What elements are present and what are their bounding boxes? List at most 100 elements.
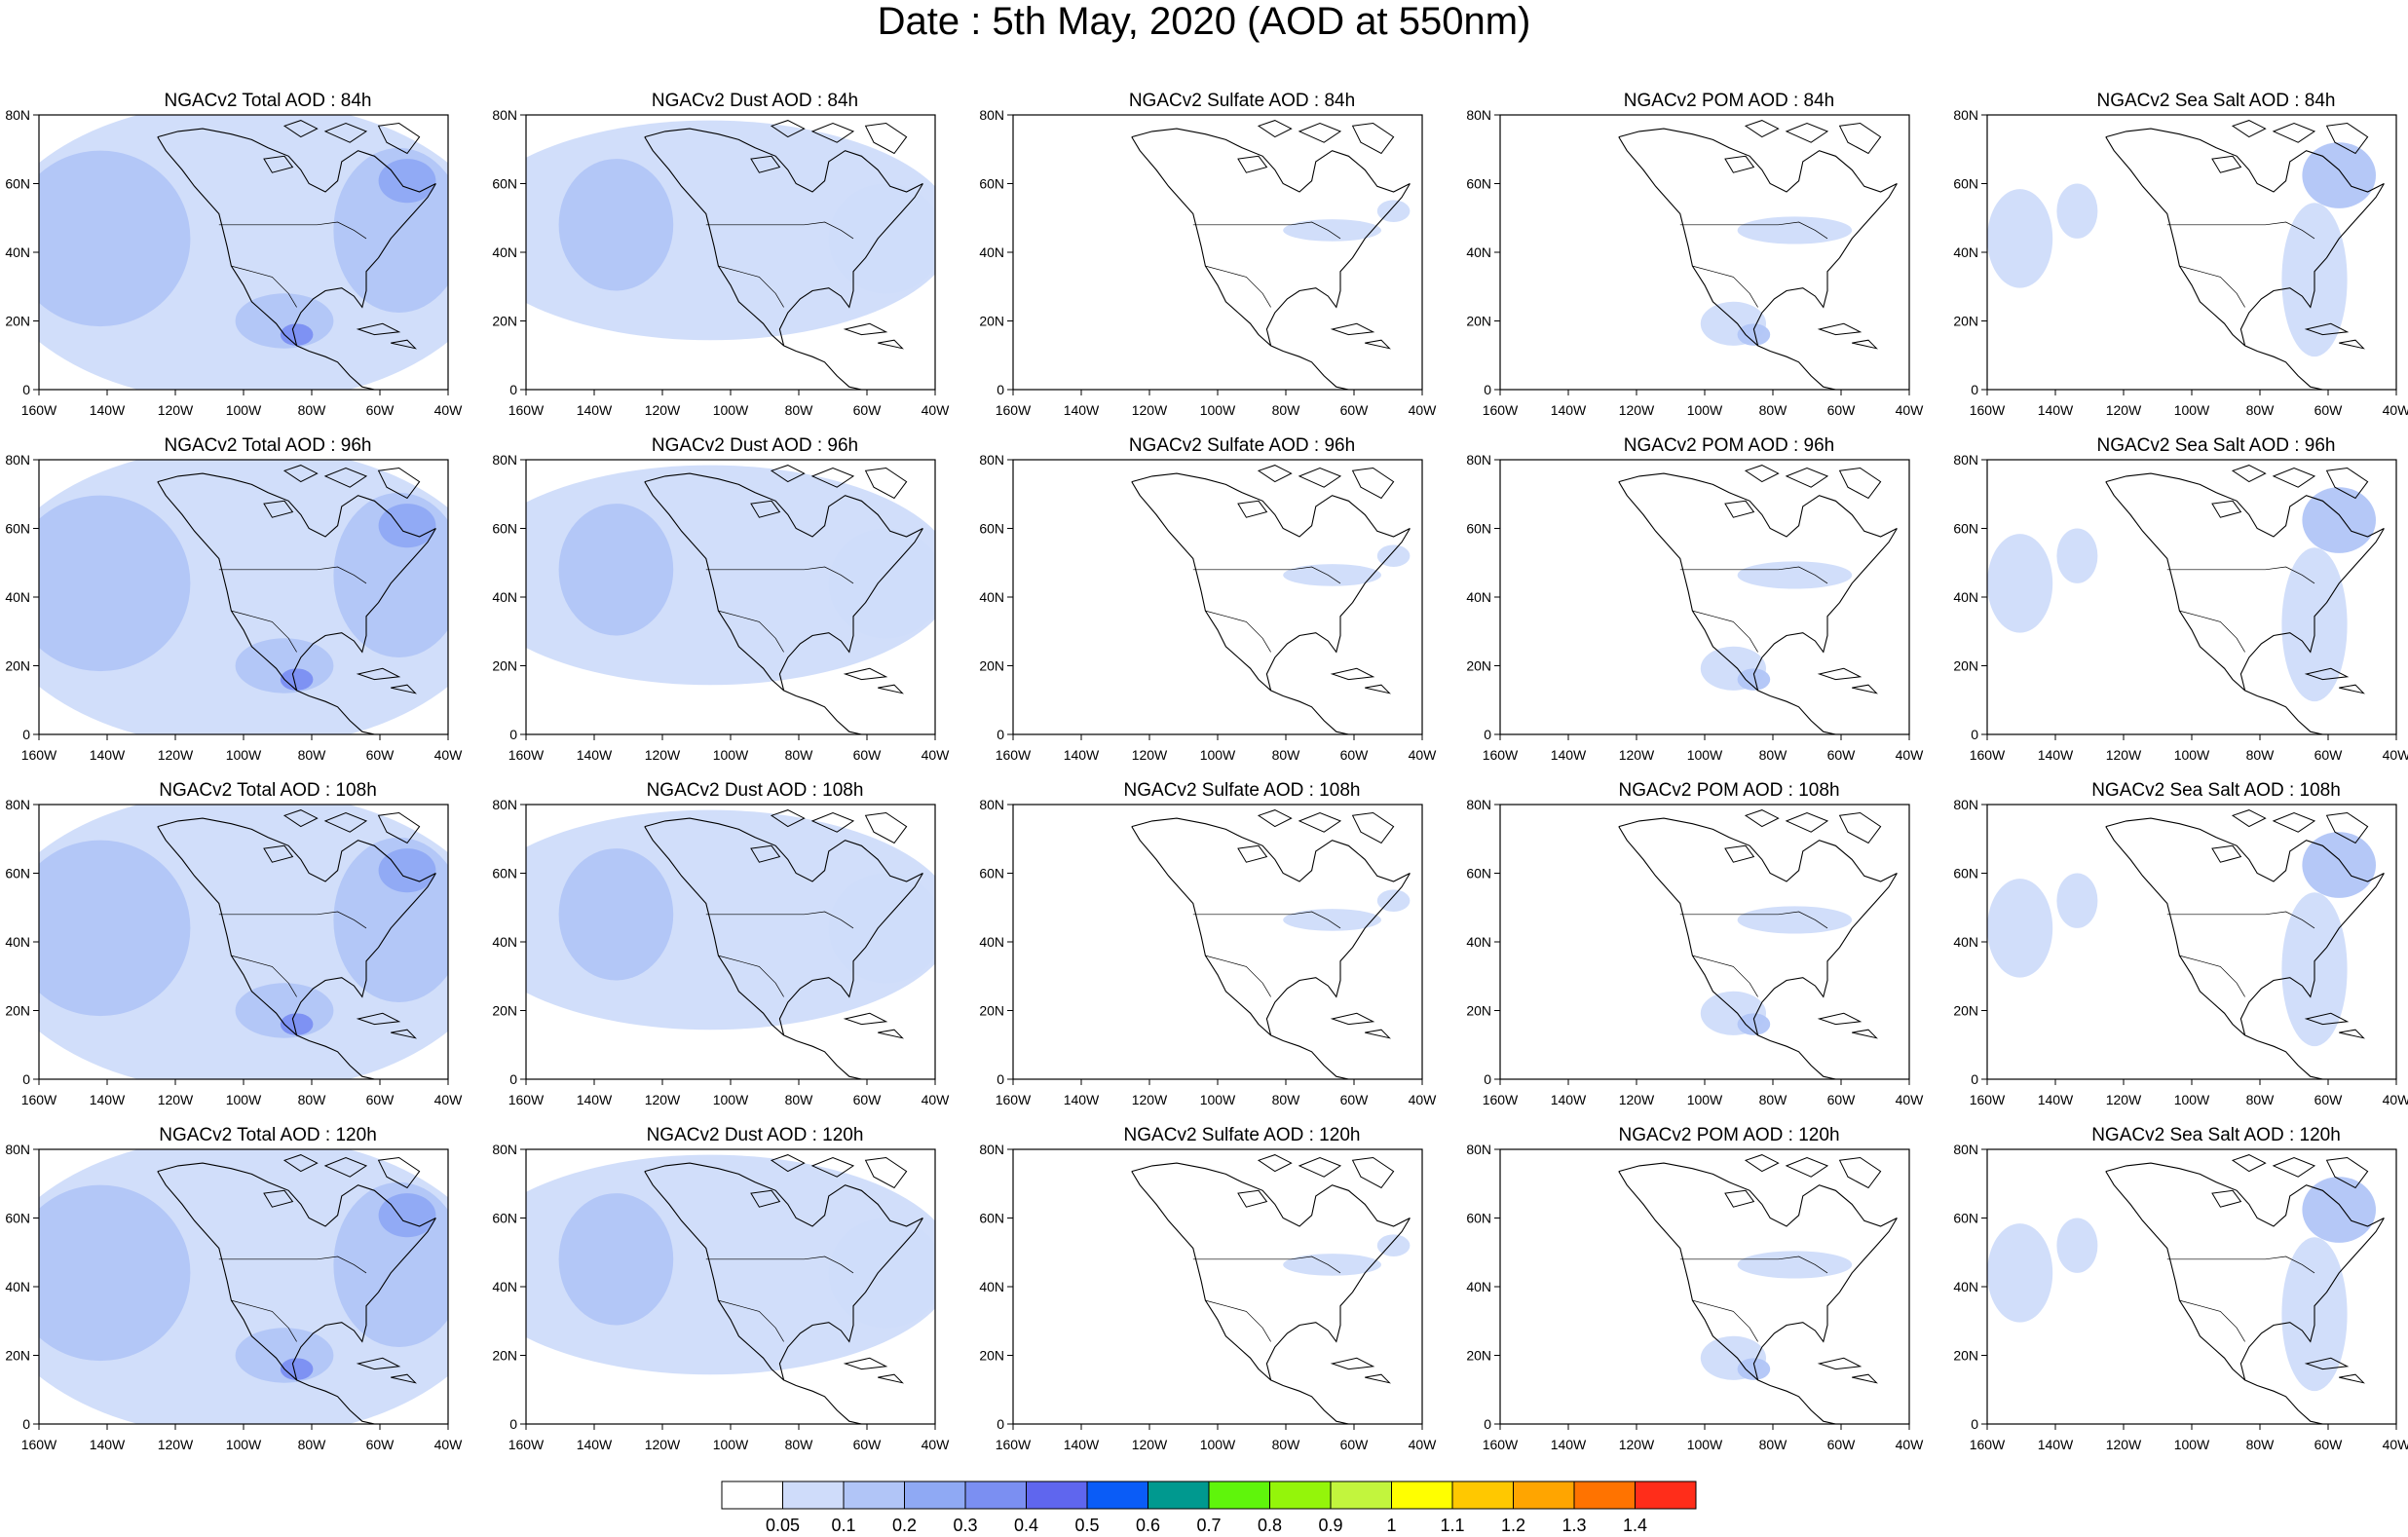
island-outline xyxy=(1744,465,1780,483)
y-tick-label: 40N xyxy=(1466,589,1491,605)
map-panel: NGACv2 Sulfate AOD : 96h 160W 140W 120W 100W… xyxy=(979,434,1471,769)
island-outline xyxy=(263,500,294,518)
country-border xyxy=(231,1299,297,1342)
island-outline xyxy=(263,1189,294,1208)
y-tick-label: 80N xyxy=(492,452,517,468)
country-border xyxy=(2166,1256,2315,1274)
island-outline xyxy=(1724,844,1755,863)
x-tick-label: 120W xyxy=(645,1092,681,1107)
y-tick-label: 60N xyxy=(492,176,517,192)
y-tick-label: 20N xyxy=(979,314,1004,329)
x-tick-label: 120W xyxy=(1619,402,1655,418)
island-outline xyxy=(770,1154,806,1173)
country-border xyxy=(705,911,854,929)
y-tick-label: 0 xyxy=(1484,727,1491,742)
island-outline xyxy=(2325,811,2369,844)
x-tick-label: 40W xyxy=(2383,747,2408,763)
x-tick-label: 40W xyxy=(434,402,464,418)
aod-field xyxy=(39,1184,191,1362)
coastline xyxy=(157,136,375,390)
map-background xyxy=(1013,460,1422,734)
island-outline xyxy=(282,809,319,828)
y-tick-label: 60N xyxy=(979,521,1004,537)
island-outline xyxy=(282,465,319,483)
y-tick-label: 60N xyxy=(5,866,30,881)
coastline xyxy=(157,1171,375,1424)
x-tick-label: 160W xyxy=(1483,1092,1519,1107)
x-tick-label: 40W xyxy=(1896,1437,1925,1452)
x-tick-label: 40W xyxy=(1896,402,1925,418)
y-tick-label: 80N xyxy=(492,797,517,812)
aod-field xyxy=(2056,1218,2098,1273)
island-outline xyxy=(1330,1012,1375,1026)
island-outline xyxy=(1817,1012,1862,1026)
colorbar-swatch xyxy=(1208,1481,1270,1510)
x-tick-label: 140W xyxy=(2038,747,2074,763)
island-outline xyxy=(1257,809,1293,828)
country-border xyxy=(2166,221,2315,240)
island-outline xyxy=(2325,122,2369,155)
y-tick-label: 0 xyxy=(1971,727,1978,742)
x-tick-label: 160W xyxy=(508,1437,545,1452)
x-tick-label: 80W xyxy=(298,747,327,763)
x-tick-label: 80W xyxy=(1272,1437,1301,1452)
y-tick-label: 40N xyxy=(1466,244,1491,260)
y-tick-label: 0 xyxy=(509,382,517,397)
x-tick-label: 120W xyxy=(2106,1092,2142,1107)
coastline xyxy=(2105,1162,2385,1227)
country-border xyxy=(2179,265,2245,308)
x-tick-label: 160W xyxy=(508,747,545,763)
island-outline xyxy=(1237,155,1268,173)
map-plot: 160W 140W 120W 100W 80W 60W 40W 0 20N 40N 60N 80N xyxy=(1466,452,1924,763)
y-tick-label: 0 xyxy=(1484,1071,1491,1087)
colorbar-swatch xyxy=(1026,1481,1088,1510)
y-tick-label: 20N xyxy=(492,1348,517,1364)
y-tick-label: 60N xyxy=(492,521,517,537)
x-tick-label: 80W xyxy=(785,747,814,763)
island-outline xyxy=(1351,122,1395,155)
island-outline xyxy=(2272,1156,2316,1178)
x-tick-label: 120W xyxy=(2106,747,2142,763)
island-outline xyxy=(750,1189,781,1208)
x-tick-label: 140W xyxy=(1551,747,1587,763)
map-background xyxy=(1013,115,1422,390)
country-border xyxy=(1192,566,1341,584)
map-panel: NGACv2 Total AOD : 120h 160W 140W 120W 100W 8… xyxy=(5,1124,497,1459)
country-border xyxy=(1205,1299,1271,1342)
x-tick-label: 100W xyxy=(1200,747,1236,763)
map-plot: 160W 140W 120W 100W 80W 60W 40W 0 20N 40N 60N 80N xyxy=(979,797,1437,1107)
island-outline xyxy=(864,1156,908,1189)
panel-title: NGACv2 Sulfate AOD : 96h xyxy=(1128,435,1356,456)
map-panel: NGACv2 Sulfate AOD : 120h 160W 140W 120W 100… xyxy=(979,1124,1471,1459)
colorbar-swatch xyxy=(1391,1481,1453,1510)
island-outline xyxy=(377,122,421,155)
island-outline xyxy=(2211,844,2242,863)
coastline xyxy=(1131,128,1411,193)
y-tick-label: 20N xyxy=(1466,658,1491,674)
y-tick-label: 40N xyxy=(979,934,1004,950)
island-outline xyxy=(810,467,855,488)
x-tick-label: 60W xyxy=(1340,402,1370,418)
aod-field xyxy=(1376,544,1411,567)
y-tick-label: 20N xyxy=(1953,314,1978,329)
x-tick-label: 120W xyxy=(1132,747,1168,763)
x-tick-label: 80W xyxy=(1759,747,1788,763)
x-tick-label: 40W xyxy=(922,1092,951,1107)
island-outline xyxy=(2231,120,2267,138)
x-tick-label: 80W xyxy=(298,1437,327,1452)
island-outline xyxy=(2231,1154,2267,1173)
island-outline xyxy=(750,500,781,518)
coastline xyxy=(644,1171,862,1424)
aod-field xyxy=(378,1193,436,1238)
x-tick-label: 60W xyxy=(366,402,395,418)
map-plot: 160W 140W 120W 100W 80W 60W 40W 0 20N 40N 60N 80N xyxy=(5,1142,463,1452)
island-outline xyxy=(1724,1189,1755,1208)
panel-title: NGACv2 Total AOD : 84h xyxy=(164,91,372,111)
aod-field xyxy=(1376,200,1411,222)
aod-field xyxy=(39,150,191,327)
aod-field xyxy=(828,1218,935,1329)
island-outline xyxy=(377,467,421,500)
y-tick-label: 80N xyxy=(1466,797,1491,812)
map-panel: NGACv2 Dust AOD : 120h 160W 140W 120W 100W 80… xyxy=(492,1124,984,1459)
x-tick-label: 80W xyxy=(1272,402,1301,418)
